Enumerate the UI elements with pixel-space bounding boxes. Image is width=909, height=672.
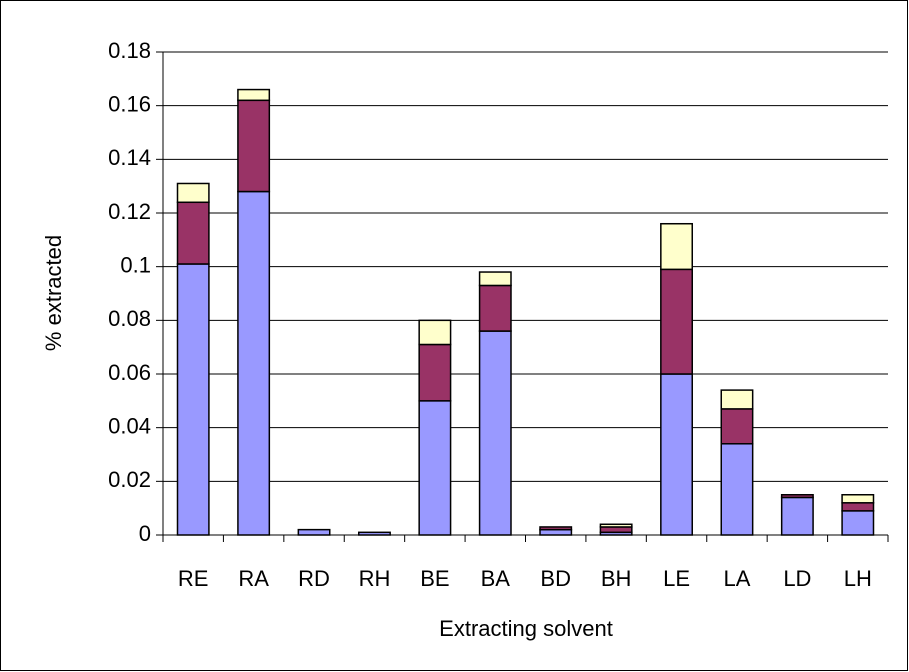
x-axis-title: Extracting solvent bbox=[439, 616, 613, 641]
bar-segment bbox=[176, 263, 210, 536]
x-tick-label: RD bbox=[298, 566, 330, 591]
bar-segment bbox=[841, 510, 875, 536]
x-tick-label: BE bbox=[420, 566, 449, 591]
bar-segment bbox=[539, 526, 573, 531]
y-tick-label: 0.04 bbox=[108, 413, 151, 438]
x-tick-label: LA bbox=[723, 566, 750, 591]
bar-segment bbox=[176, 201, 210, 265]
bar-segment bbox=[841, 494, 875, 504]
bar-segment bbox=[539, 528, 573, 536]
bar-segment bbox=[478, 330, 512, 536]
bar-segment bbox=[660, 222, 693, 271]
x-tick-label: RH bbox=[359, 566, 391, 591]
x-tick-label: BH bbox=[601, 566, 632, 591]
y-tick-label: 0.12 bbox=[108, 199, 151, 224]
bar-segment bbox=[478, 284, 512, 332]
x-tick-label: LE bbox=[663, 566, 690, 591]
x-tick-label: BA bbox=[481, 566, 511, 591]
x-tick-label: RA bbox=[238, 566, 269, 591]
y-tick-label: 0.14 bbox=[108, 145, 151, 170]
bar-segment bbox=[841, 502, 875, 512]
y-tick-label: 0.08 bbox=[108, 306, 151, 331]
bar-segment bbox=[720, 389, 754, 410]
bar-segment bbox=[660, 268, 693, 375]
y-tick-label: 0.06 bbox=[108, 360, 151, 385]
y-tick-label: 0.02 bbox=[108, 467, 151, 492]
bar-segment bbox=[599, 523, 633, 528]
bar-segment bbox=[720, 408, 754, 445]
bar-segment bbox=[176, 182, 210, 204]
y-tick-label: 0 bbox=[139, 521, 151, 546]
x-tick-label: LD bbox=[783, 566, 811, 591]
y-tick-label: 0.18 bbox=[108, 38, 151, 63]
bar-segment bbox=[599, 526, 633, 534]
x-tick-label: LH bbox=[844, 566, 872, 591]
x-tick-label: RE bbox=[178, 566, 209, 591]
bar-segment bbox=[418, 400, 452, 536]
bar-segment bbox=[660, 373, 693, 536]
bar-segment bbox=[478, 271, 512, 287]
bar-segment bbox=[418, 343, 452, 402]
bar-segment bbox=[237, 99, 271, 193]
bar-segment bbox=[358, 531, 391, 536]
bar-segment bbox=[297, 528, 331, 536]
bar-segment bbox=[418, 319, 452, 346]
bar-segment bbox=[237, 190, 271, 536]
bar-segment bbox=[720, 443, 754, 536]
y-tick-label: 0.16 bbox=[108, 91, 151, 116]
x-tick-label: BD bbox=[540, 566, 571, 591]
bar-segment bbox=[780, 494, 814, 499]
y-axis-title: % extracted bbox=[41, 235, 66, 351]
bar-segment bbox=[237, 88, 271, 102]
bar-segment bbox=[780, 496, 814, 536]
y-tick-label: 0.1 bbox=[120, 252, 151, 277]
